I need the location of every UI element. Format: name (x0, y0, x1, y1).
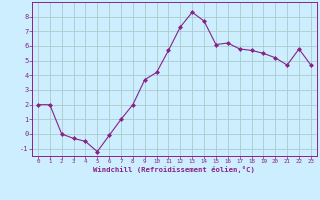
X-axis label: Windchill (Refroidissement éolien,°C): Windchill (Refroidissement éolien,°C) (93, 166, 255, 173)
